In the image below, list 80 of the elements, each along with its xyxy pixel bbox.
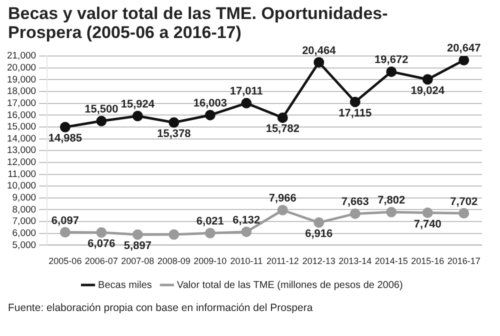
point: [60, 122, 70, 132]
y-tick-label: 12,000: [6, 157, 36, 168]
point: [168, 229, 180, 240]
y-tick-label: 11,000: [8, 168, 36, 180]
x-tick-label: 2011-12: [266, 256, 299, 266]
point: [458, 56, 470, 66]
y-tick-label: 6,000: [12, 228, 36, 239]
y-tick-label: 18,000: [6, 86, 36, 98]
x-tick-label: 2007-08: [121, 256, 154, 266]
x-tick-label: 2009-10: [194, 256, 227, 266]
y-tick-label: 10,000: [6, 180, 36, 192]
y-tick-label: 13,000: [6, 145, 36, 156]
data-label: 5,897: [124, 240, 152, 252]
point: [386, 66, 397, 77]
point: [277, 204, 288, 216]
point: [314, 217, 324, 228]
point: [277, 112, 288, 123]
data-label: 17,011: [230, 86, 263, 98]
point: [204, 110, 216, 120]
point: [96, 116, 107, 126]
y-tick-label: 16,000: [6, 110, 36, 121]
point: [132, 229, 143, 240]
y-tick-label: 5,000: [12, 240, 36, 251]
legend-label: Valor total de las TME (millones de pesos de 2006): [176, 280, 403, 291]
data-label: 7,663: [341, 196, 369, 208]
data-label: 7,802: [378, 194, 406, 207]
point: [96, 227, 107, 238]
y-tick-label: 21,000: [6, 50, 36, 62]
point: [422, 208, 433, 218]
data-label: 20,647: [447, 42, 481, 55]
y-tick-label: 8,000: [12, 204, 36, 216]
x-tick-label: 2016-17: [447, 256, 480, 266]
point: [386, 206, 397, 218]
y-tick-label: 7,000: [12, 216, 36, 228]
point: [350, 208, 360, 219]
y-tick-label: 9,000: [12, 192, 36, 204]
x-tick-label: 2013-14: [338, 256, 372, 266]
data-label: 6,132: [232, 214, 260, 226]
x-tick-label: 2015-16: [411, 256, 444, 266]
x-tick-label: 2006-07: [84, 256, 118, 266]
data-label: 15,782: [266, 123, 300, 136]
data-label: 20,464: [302, 44, 337, 57]
data-label: 19,024: [410, 84, 446, 97]
data-label: 15,500: [84, 104, 118, 116]
point: [241, 226, 252, 238]
chart-title: Becas y valor total de las TME. Oportunidades-Prospera (2005-06 a 2016-17): [7, 3, 389, 42]
data-label: 19,672: [374, 54, 408, 66]
data-label: 6,076: [88, 238, 116, 250]
y-tick-label: 15,000: [6, 122, 36, 133]
data-label: 15,924: [120, 98, 156, 111]
point: [241, 98, 252, 108]
data-label: 7,966: [268, 192, 296, 205]
data-label: 7,740: [414, 218, 442, 230]
legend-label: Becas miles: [98, 280, 152, 291]
x-tick-label: 2008-09: [157, 256, 190, 266]
x-tick-label: 2010-11: [230, 256, 263, 266]
data-label: 17,115: [338, 107, 372, 120]
data-label: 6,916: [305, 228, 333, 240]
point: [168, 117, 180, 128]
point: [350, 96, 360, 108]
x-tick-label: 2012-13: [302, 256, 336, 266]
y-tick-label: 17,000: [6, 98, 36, 109]
data-label: 14,985: [48, 132, 82, 145]
data-label: 7,702: [450, 196, 478, 208]
y-tick-label: 19,000: [6, 74, 36, 86]
source-note: Fuente: elaboración propia con base en información del Prospera: [7, 301, 314, 316]
point: [60, 226, 70, 238]
point: [422, 74, 433, 85]
x-tick-label: 2014-15: [374, 256, 408, 266]
point: [458, 208, 470, 218]
point: [204, 228, 216, 238]
y-tick-label: 20,000: [6, 62, 36, 74]
data-label: 15,378: [157, 128, 191, 140]
point: [132, 110, 143, 122]
data-label: 6,097: [51, 214, 79, 227]
data-label: 6,021: [196, 216, 224, 228]
y-tick-label: 14,000: [6, 133, 36, 144]
data-label: 16,003: [193, 98, 227, 110]
x-tick-label: 2005-06: [48, 256, 82, 266]
point: [314, 57, 324, 68]
